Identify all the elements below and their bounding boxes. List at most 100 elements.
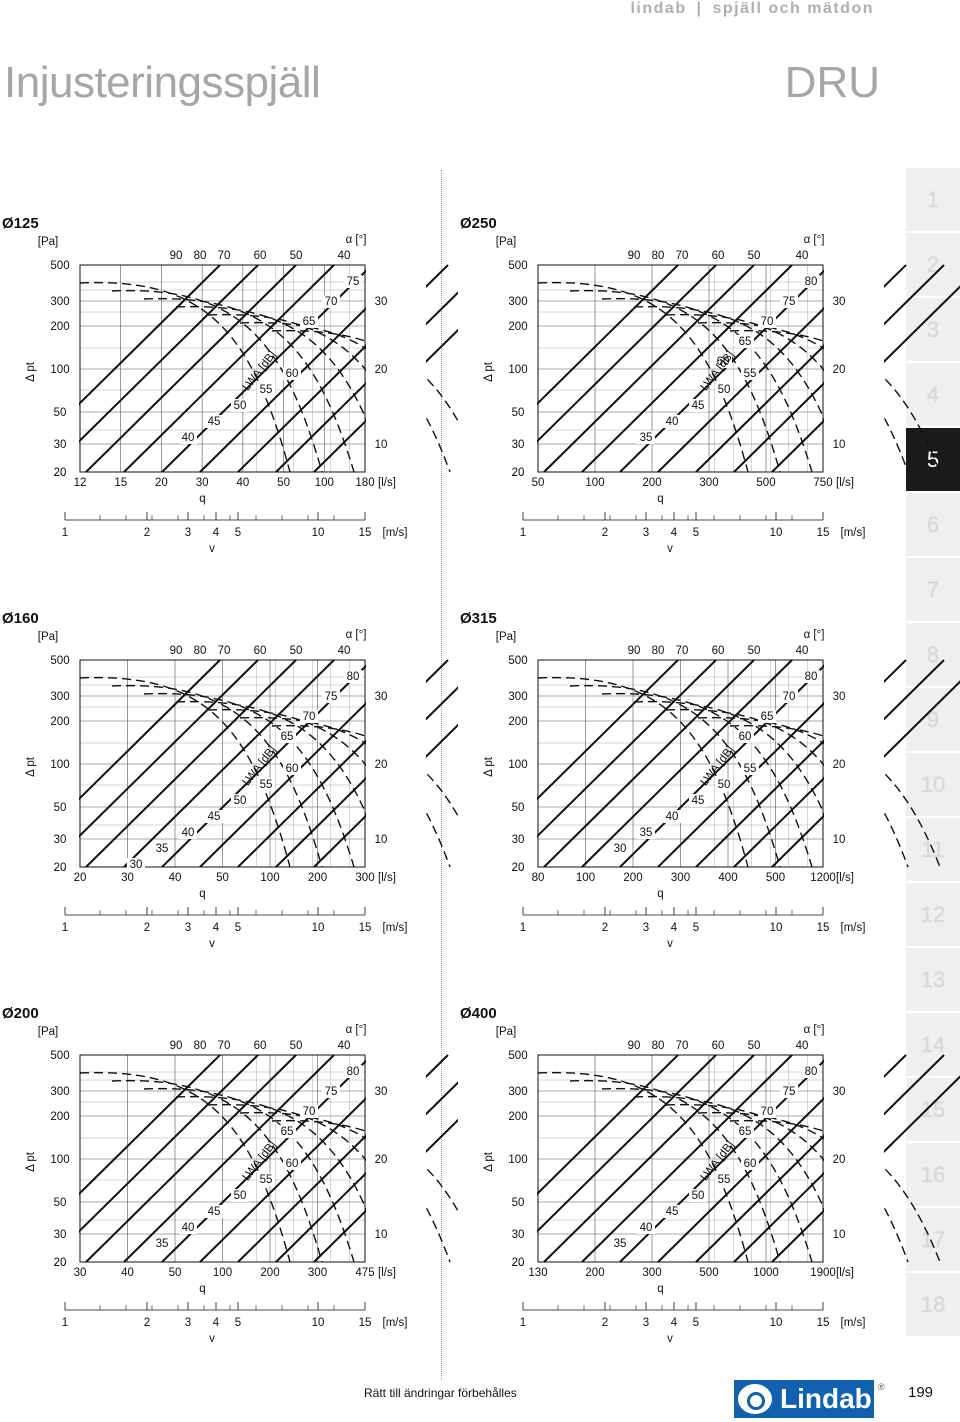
- velocity-tick-label: 10: [312, 1317, 325, 1329]
- x-axis-label: q: [199, 888, 205, 900]
- velocity-tick-label: 10: [770, 922, 783, 934]
- chapter-tab-2[interactable]: 2: [906, 233, 960, 296]
- chapter-tab-17[interactable]: 17: [906, 1208, 960, 1271]
- velocity-tick-label: 2: [144, 1317, 150, 1329]
- x-tick-label: 500: [766, 872, 785, 884]
- chart-svg: Ø250 500 300 200 100 50 30 20 50 100 200 300 500 750 […: [458, 190, 960, 555]
- lwa-tick-label: 45: [208, 1206, 221, 1218]
- velocity-axis-unit: [m/s]: [383, 922, 408, 934]
- lwa-tick-bg: [637, 1221, 655, 1234]
- lwa-tick-bg: [741, 1157, 759, 1170]
- alpha-inner-label: 60: [739, 731, 752, 743]
- lwa-tick-label: 60: [286, 763, 299, 775]
- chapter-tab-18[interactable]: 18: [906, 1273, 960, 1336]
- lwa-tick-bg: [637, 431, 655, 444]
- alpha-tick-label: 90: [628, 250, 641, 262]
- chapter-tab-label: 9: [926, 706, 940, 732]
- y-tick-label: 100: [508, 364, 527, 376]
- lwa-tick-label: 35: [614, 1238, 627, 1250]
- chart-d125: Ø125500300200100503020121520304050100180…: [0, 190, 525, 555]
- x-tick-label: 100: [260, 872, 279, 884]
- alpha-inner-label: 65: [281, 731, 294, 743]
- right-tick-label: 30: [375, 296, 388, 308]
- chapter-tab-label: 10: [920, 771, 946, 797]
- chapter-tab-label: 17: [920, 1226, 946, 1252]
- chapter-tab-8[interactable]: 8: [906, 623, 960, 686]
- x-tick-label: 500: [756, 477, 775, 489]
- lwa-tick-bg: [231, 794, 249, 807]
- y-tick-label: 50: [512, 407, 525, 419]
- chart-svg: Ø200500300200100503020304050100200300475…: [0, 980, 525, 1345]
- lwa-tick-bg: [715, 778, 733, 791]
- chapter-tab-15[interactable]: 15: [906, 1078, 960, 1141]
- x-tick-label: 300: [355, 872, 374, 884]
- alpha-inner-bg: [300, 1105, 318, 1118]
- y-tick-label: 300: [508, 691, 527, 703]
- x-tick-label: 50: [169, 1267, 182, 1279]
- x-tick-label: 200: [623, 872, 642, 884]
- chapter-tab-label: 1: [926, 186, 940, 212]
- right-tick-label: 30: [833, 1086, 846, 1098]
- chapter-tab-label: 6: [926, 511, 940, 537]
- mask-left: [458, 585, 537, 868]
- y-tick-label: 500: [50, 260, 69, 272]
- chapter-tab-9[interactable]: 9: [906, 688, 960, 751]
- x-axis-label: q: [199, 493, 205, 505]
- y-tick-label: 200: [508, 321, 527, 333]
- chapter-tab-label: 16: [920, 1161, 946, 1187]
- sound-level-curve: [537, 676, 749, 868]
- sound-level-curve: [537, 1071, 749, 1263]
- chapter-tab-5[interactable]: 5: [906, 428, 960, 491]
- lwa-tick-label: 40: [640, 1222, 653, 1234]
- right-tick-bg: [368, 753, 392, 769]
- chapter-tab-10[interactable]: 10: [906, 753, 960, 816]
- right-tick-bg: [826, 1223, 850, 1239]
- alpha-tick-label: 70: [218, 1040, 231, 1052]
- y-tick-label: 300: [50, 691, 69, 703]
- velocity-axis-unit: [m/s]: [841, 1317, 866, 1329]
- alpha-curve: [123, 1054, 335, 1263]
- chapter-tab-4[interactable]: 4: [906, 363, 960, 426]
- chart-title-shadow: Ø125: [2, 215, 39, 232]
- lwa-tick-bg: [257, 778, 275, 791]
- alpha-inner-label: 75: [325, 1086, 338, 1098]
- chapter-tab-12[interactable]: 12: [906, 883, 960, 946]
- alpha-inner-bg: [802, 670, 820, 683]
- lwa-tick-label: 55: [718, 1174, 731, 1186]
- velocity-tick-label: 1: [62, 527, 68, 539]
- chapter-tab-16[interactable]: 16: [906, 1143, 960, 1206]
- y-tick-label: 200: [508, 716, 527, 728]
- alpha-inner-bg: [758, 710, 776, 723]
- alpha-inner-label: 75: [783, 296, 796, 308]
- alpha-tick-label: 70: [676, 1040, 689, 1052]
- velocity-axis-unit: [m/s]: [383, 1317, 408, 1329]
- velocity-tick-label: 3: [643, 527, 649, 539]
- velocity-tick-label: 1: [520, 922, 526, 934]
- chapter-tab-3[interactable]: 3: [906, 298, 960, 361]
- velocity-tick-label: 10: [312, 922, 325, 934]
- alpha-curve: [581, 659, 793, 868]
- y-tick-label: 30: [54, 439, 67, 451]
- lwa-tick-bg: [153, 1237, 171, 1250]
- chart-svg: Ø125500300200100503020121520304050100180…: [0, 190, 525, 555]
- lwa-tick-label: 60: [744, 1158, 757, 1170]
- chapter-tab-7[interactable]: 7: [906, 558, 960, 621]
- chart-title-shadow: Ø160: [2, 610, 39, 627]
- velocity-tick-label: 4: [213, 1317, 220, 1329]
- mask-left: [458, 190, 537, 473]
- chapter-tab-1[interactable]: 1: [906, 168, 960, 231]
- alpha-inner-label: 80: [805, 671, 818, 683]
- alpha-curve: [543, 264, 755, 473]
- velocity-tick-label: 4: [213, 527, 220, 539]
- right-tick-label: 10: [833, 439, 846, 451]
- velocity-tick-label: 2: [602, 527, 608, 539]
- chapter-tab-6[interactable]: 6: [906, 493, 960, 556]
- lwa-tick-bg: [689, 399, 707, 412]
- alpha-inner-bg: [278, 730, 296, 743]
- chart-title-shadow: Ø250: [460, 215, 497, 232]
- y-tick-label: 50: [54, 802, 67, 814]
- sound-level-curve: [143, 297, 355, 473]
- y-tick-label: 500: [50, 655, 69, 667]
- right-tick-bg: [826, 1148, 850, 1164]
- chapter-tab-13[interactable]: 13: [906, 948, 960, 1011]
